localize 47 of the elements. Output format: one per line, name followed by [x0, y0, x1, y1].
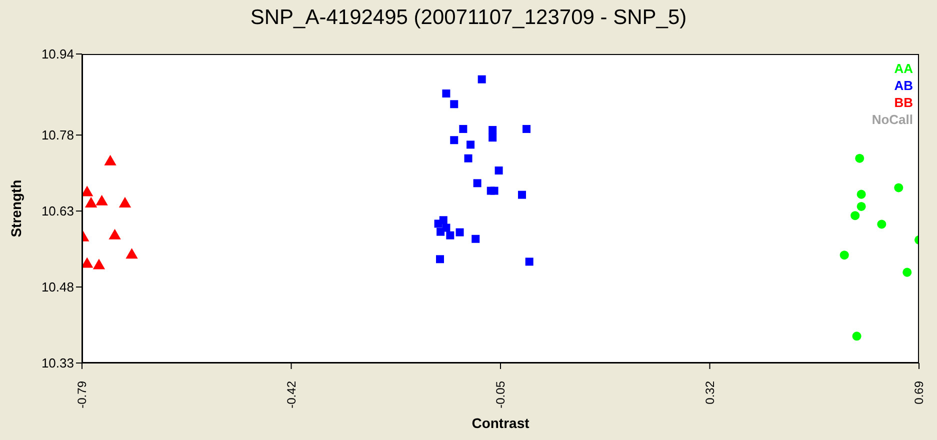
point — [466, 140, 475, 149]
point — [840, 250, 849, 260]
point — [488, 126, 497, 134]
y-axis-title: Strength — [8, 180, 24, 238]
point — [436, 255, 444, 264]
point — [442, 90, 450, 98]
point — [488, 134, 497, 142]
point — [525, 258, 534, 266]
point — [902, 268, 912, 277]
point — [473, 179, 482, 188]
chart-title: SNP_A-4192495 (20071107_123709 - SNP_5) — [249, 6, 688, 30]
y-tick-label: 10.78 — [41, 128, 74, 143]
point — [856, 190, 866, 199]
point — [856, 202, 866, 211]
x-tick-label: 0.69 — [912, 380, 926, 404]
point — [478, 75, 486, 84]
point — [855, 154, 864, 163]
point — [446, 231, 454, 240]
point — [522, 124, 531, 133]
y-tick-label: 10.63 — [41, 204, 74, 219]
x-tick-label: -0.05 — [494, 380, 508, 408]
point — [450, 100, 458, 108]
point — [877, 220, 886, 229]
text: AA — [893, 60, 913, 77]
x-tick-label: 0.32 — [702, 380, 717, 404]
point — [459, 124, 468, 133]
point — [494, 166, 503, 175]
x-tick-label: -0.79 — [75, 380, 89, 408]
point — [852, 332, 862, 341]
x-tick-label: -0.42 — [284, 380, 298, 408]
point — [850, 211, 860, 220]
y-tick-label: 10.48 — [41, 280, 74, 295]
point — [456, 228, 464, 236]
x-axis-title: Contrast — [472, 415, 530, 431]
legend-label: NoCall — [872, 111, 913, 128]
point — [486, 186, 495, 195]
y-tick-label: 10.94 — [41, 46, 74, 62]
point — [442, 224, 450, 232]
point — [434, 220, 442, 228]
point — [464, 154, 472, 162]
point — [450, 136, 458, 144]
point — [518, 190, 526, 199]
text: AB — [893, 77, 913, 94]
point — [894, 183, 904, 192]
point — [472, 234, 480, 243]
text: BB — [893, 94, 913, 111]
y-tick-label: 10.33 — [41, 356, 74, 371]
